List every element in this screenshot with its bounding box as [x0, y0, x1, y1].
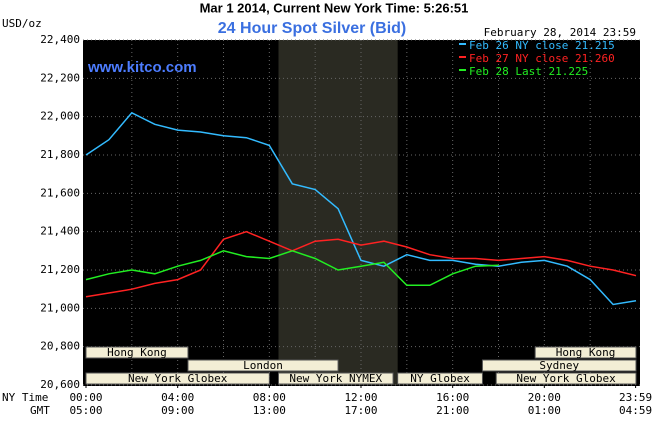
x2-row-label: GMT	[30, 404, 50, 417]
x2-tick-label: 04:59	[619, 404, 652, 417]
session-bar	[187, 359, 339, 372]
x-tick-label: 00:00	[69, 391, 102, 404]
session-label: Hong Kong	[556, 346, 616, 359]
y-tick-label: 21,000	[40, 301, 80, 314]
legend-label: Feb 28 Last 21.225	[469, 65, 588, 78]
x2-tick-label: 05:00	[69, 404, 102, 417]
session-label: London	[243, 359, 283, 372]
session-bar	[85, 346, 189, 359]
y-tick-label: 21,800	[40, 148, 80, 161]
y-tick-label: 21,200	[40, 263, 80, 276]
x2-tick-label: 17:00	[344, 404, 377, 417]
session-bar	[495, 372, 637, 385]
page-title: Mar 1 2014, Current New York Time: 5:26:…	[200, 0, 469, 15]
session-bar	[534, 346, 637, 359]
x2-tick-label: 21:00	[436, 404, 469, 417]
y-axis-label: USD/oz	[2, 17, 42, 30]
x-row-label: NY Time	[2, 391, 48, 404]
x-tick-label: 20:00	[528, 391, 561, 404]
session-label: NY Globex	[410, 372, 470, 385]
watermark: www.kitco.com	[87, 59, 197, 76]
series-line	[85, 250, 499, 287]
x-tick-label: 16:00	[436, 391, 469, 404]
chart-title: 24 Hour Spot Silver (Bid)	[218, 20, 406, 37]
y-tick-label: 21,400	[40, 225, 80, 238]
y-tick-label: 20,600	[40, 378, 80, 391]
session-label: New York NYMEX	[289, 372, 382, 385]
x-tick-label: 12:00	[344, 391, 377, 404]
session-label: Sydney	[539, 359, 579, 372]
x-tick-label: 23:59	[619, 391, 652, 404]
session-shade	[278, 40, 398, 385]
session-bar	[397, 372, 483, 385]
x-tick-label: 04:00	[161, 391, 194, 404]
session-label: Hong Kong	[107, 346, 167, 359]
y-tick-label: 20,800	[40, 340, 80, 353]
timestamp: February 28, 2014 23:59	[484, 26, 636, 39]
session-label: New York Globex	[516, 372, 616, 385]
legend-label: Feb 26 NY close 21.215	[469, 39, 615, 52]
session-label: New York Globex	[128, 372, 228, 385]
session-bar	[481, 359, 637, 372]
x2-tick-label: 13:00	[253, 404, 286, 417]
x2-tick-label: 01:00	[528, 404, 561, 417]
y-tick-label: 22,200	[40, 71, 80, 84]
series-line	[85, 230, 637, 298]
x2-tick-label: 09:00	[161, 404, 194, 417]
session-bar	[278, 372, 394, 385]
x-tick-label: 08:00	[253, 391, 286, 404]
legend-swatch	[459, 43, 466, 45]
legend-swatch	[459, 56, 466, 58]
session-bar	[85, 372, 270, 385]
series-line	[85, 111, 637, 306]
y-tick-label: 22,400	[40, 33, 80, 46]
legend-label: Feb 27 NY close 21.260	[469, 52, 615, 65]
y-tick-label: 21,600	[40, 186, 80, 199]
y-tick-label: 22,000	[40, 110, 80, 123]
legend-swatch	[459, 69, 466, 71]
